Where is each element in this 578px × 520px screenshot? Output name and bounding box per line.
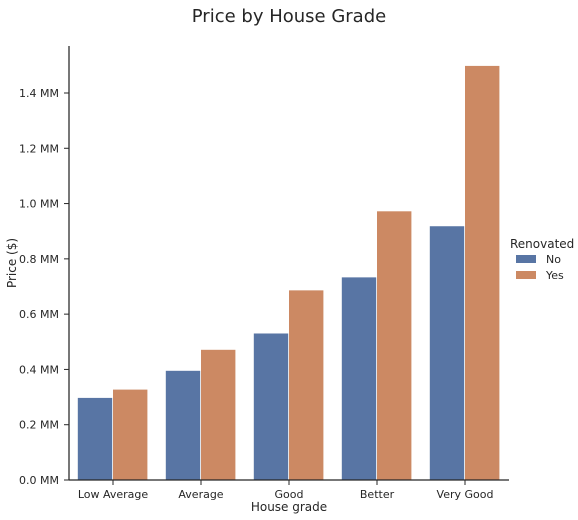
bar-no-average	[165, 370, 201, 480]
bar-no-very-good	[429, 226, 465, 480]
y-tick-label: 1.0 MM	[19, 198, 59, 211]
legend-swatch-yes	[516, 271, 536, 279]
bar-yes-very-good	[465, 65, 500, 480]
bar-no-better	[341, 277, 377, 480]
x-tick-label: Average	[178, 488, 223, 501]
y-tick-label: 1.2 MM	[19, 142, 59, 155]
bar-yes-average	[201, 349, 236, 480]
y-tick-label: 0.4 MM	[19, 363, 59, 376]
y-axis-label: Price ($)	[5, 238, 19, 288]
bar-yes-low-average	[113, 389, 148, 480]
x-tick-label: Better	[360, 488, 395, 501]
x-axis-label: House grade	[251, 500, 327, 514]
y-tick-label: 1.4 MM	[19, 87, 59, 100]
bar-yes-good	[289, 290, 324, 480]
chart-title: Price by House Grade	[192, 6, 386, 27]
legend-label-yes: Yes	[545, 269, 564, 282]
x-tick-label: Very Good	[437, 488, 494, 501]
bar-no-low-average	[77, 397, 113, 480]
x-tick-label: Good	[275, 488, 304, 501]
y-tick-label: 0.8 MM	[19, 253, 59, 266]
legend: Renovated No Yes	[510, 237, 574, 282]
x-tick-label: Low Average	[78, 488, 149, 501]
legend-title: Renovated	[510, 237, 574, 251]
x-axis-ticks: Low Average Average Good Better Very Good	[78, 480, 494, 501]
bar-yes-better	[377, 211, 412, 480]
bars-group	[77, 65, 500, 480]
legend-label-no: No	[546, 253, 561, 266]
y-axis-ticks: 0.0 MM 0.2 MM 0.4 MM 0.6 MM 0.8 MM 1.0 MM 1.2 …	[19, 87, 69, 487]
legend-swatch-no	[516, 255, 536, 263]
y-tick-label: 0.6 MM	[19, 308, 59, 321]
y-tick-label: 0.0 MM	[19, 474, 59, 487]
bar-no-good	[253, 333, 289, 480]
y-tick-label: 0.2 MM	[19, 419, 59, 432]
